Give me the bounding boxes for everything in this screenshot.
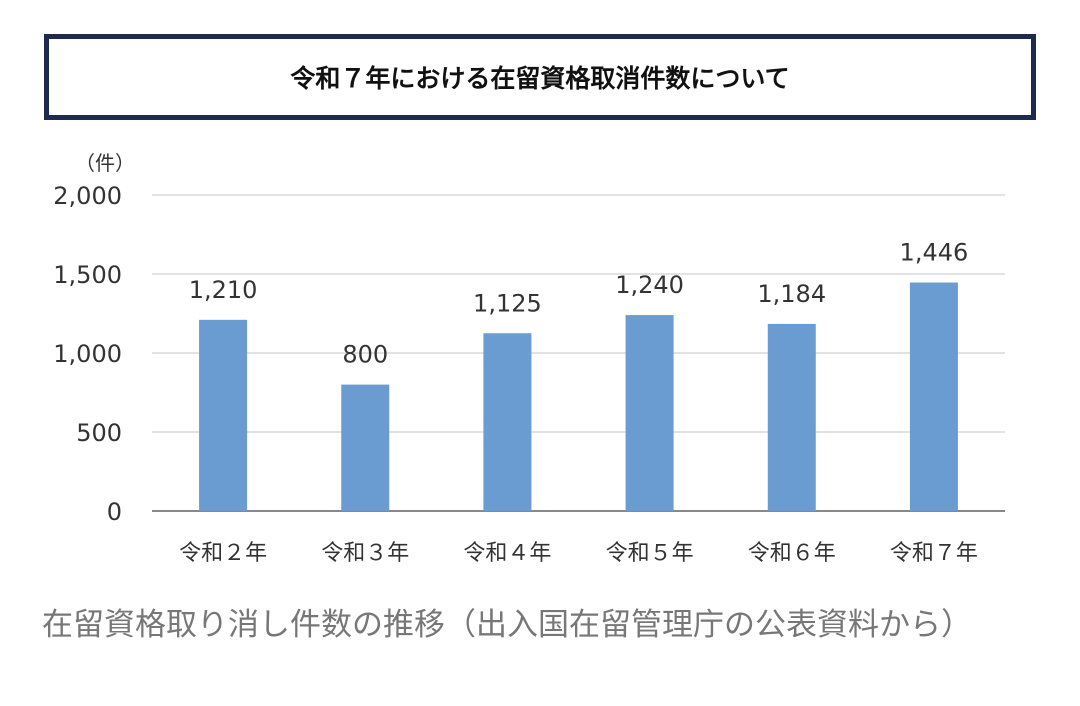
data-label: 800: [342, 341, 388, 369]
bar: [483, 333, 532, 511]
x-tick-label: 令和４年: [463, 541, 551, 566]
chart-title: 令和７年における在留資格取消件数について: [44, 34, 1036, 120]
y-tick-label: 1,000: [53, 340, 122, 368]
x-tick-label: 令和５年: [606, 541, 694, 566]
y-tick-label: 500: [76, 419, 122, 447]
bar: [909, 282, 958, 511]
x-tick-label: 令和２年: [179, 541, 267, 566]
data-label: 1,240: [615, 271, 684, 299]
y-tick-label: 2,000: [53, 182, 122, 210]
y-tick-label: 1,500: [53, 261, 122, 289]
bar-chart: （件） 0 500 1,000 1,500 2,000 1,210 令和２年 800 令和３年 1,…: [53, 151, 1005, 566]
y-tick-label: 0: [107, 498, 122, 526]
y-axis-unit-label: （件）: [75, 151, 135, 175]
bar: [199, 319, 248, 511]
figure-caption: 在留資格取り消し件数の推移（出入国在留管理庁の公表資料から）: [42, 607, 972, 643]
data-label: 1,210: [189, 276, 258, 304]
x-tick-label: 令和６年: [748, 541, 836, 566]
x-tick-label: 令和７年: [890, 541, 978, 566]
bar: [767, 323, 816, 511]
data-label: 1,125: [473, 289, 542, 317]
x-tick-label: 令和３年: [321, 541, 409, 566]
bar: [625, 315, 674, 511]
bar: [341, 384, 390, 511]
data-label: 1,446: [900, 239, 969, 267]
data-label: 1,184: [757, 280, 826, 308]
